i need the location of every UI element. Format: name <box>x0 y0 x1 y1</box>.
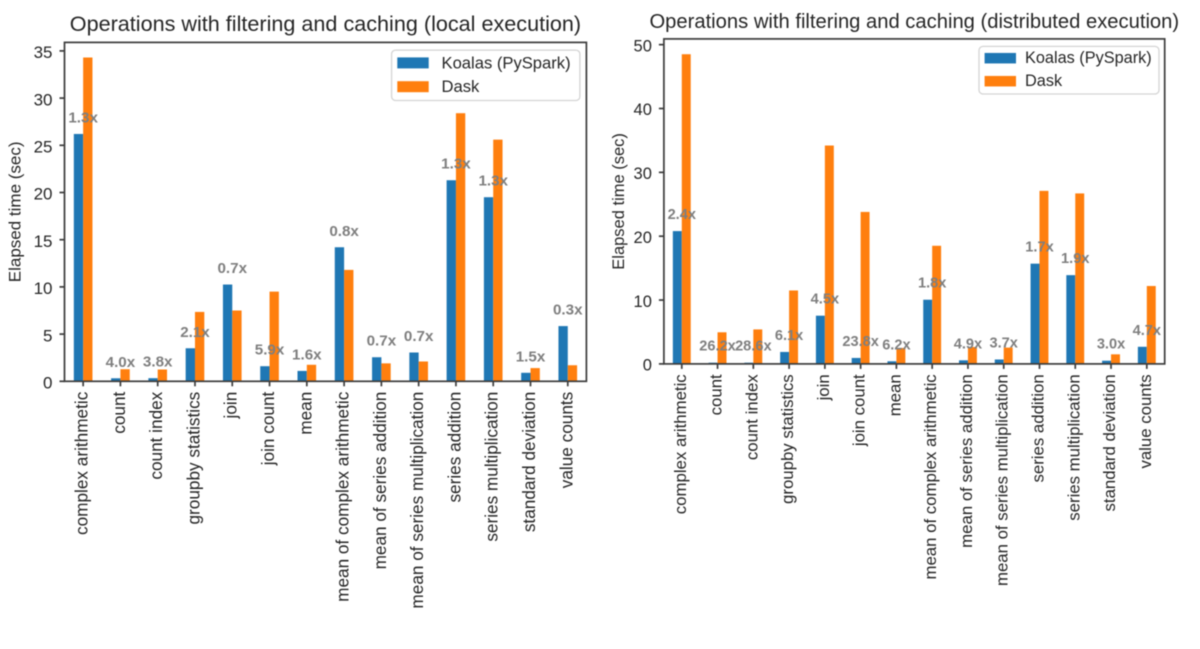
svg-text:3.8x: 3.8x <box>143 354 173 371</box>
svg-text:groupby statistics: groupby statistics <box>778 374 797 504</box>
svg-text:Operations with filtering and: Operations with filtering and caching (l… <box>70 11 581 36</box>
svg-text:1.5x: 1.5x <box>516 348 546 365</box>
svg-text:0.7x: 0.7x <box>404 328 434 345</box>
svg-text:mean: mean <box>885 374 904 416</box>
svg-text:30: 30 <box>34 90 53 109</box>
svg-text:25: 25 <box>34 138 53 157</box>
svg-text:2.4x: 2.4x <box>668 207 697 223</box>
svg-text:4.5x: 4.5x <box>811 292 840 308</box>
svg-text:35: 35 <box>34 43 53 62</box>
svg-text:complex arithmetic: complex arithmetic <box>671 374 690 514</box>
svg-text:26.2x: 26.2x <box>699 339 736 355</box>
svg-text:4.9x: 4.9x <box>954 336 983 352</box>
svg-text:6.1x: 6.1x <box>775 328 804 344</box>
svg-text:40: 40 <box>634 101 652 119</box>
svg-text:series multiplication: series multiplication <box>482 392 502 542</box>
svg-text:1.3x: 1.3x <box>68 109 98 126</box>
svg-text:5: 5 <box>43 326 52 345</box>
svg-text:6.2x: 6.2x <box>882 337 911 353</box>
svg-text:1.7x: 1.7x <box>1025 240 1054 256</box>
svg-text:4.7x: 4.7x <box>1133 323 1162 339</box>
svg-text:10: 10 <box>634 293 652 311</box>
svg-text:complex arithmetic: complex arithmetic <box>72 391 92 535</box>
svg-text:standard deviation: standard deviation <box>1100 374 1119 511</box>
svg-text:10: 10 <box>34 279 53 298</box>
svg-text:standard deviation: standard deviation <box>519 392 539 532</box>
svg-text:count: count <box>707 374 726 415</box>
svg-text:1.3x: 1.3x <box>441 156 471 173</box>
svg-text:value counts: value counts <box>556 392 576 489</box>
svg-text:count: count <box>109 391 129 433</box>
svg-text:mean: mean <box>295 392 315 435</box>
svg-text:count index: count index <box>742 374 761 460</box>
svg-text:15: 15 <box>34 232 53 251</box>
svg-text:Dask: Dask <box>442 77 481 96</box>
svg-text:23.8x: 23.8x <box>842 334 879 350</box>
svg-text:Koalas (PySpark): Koalas (PySpark) <box>1025 49 1152 67</box>
svg-text:1.8x: 1.8x <box>918 276 947 292</box>
svg-text:series addition: series addition <box>444 392 464 503</box>
svg-text:join: join <box>221 392 241 420</box>
svg-text:groupby statistics: groupby statistics <box>183 392 203 525</box>
svg-text:series multiplication: series multiplication <box>1064 374 1083 520</box>
svg-text:28.6x: 28.6x <box>735 339 772 355</box>
svg-text:Koalas (PySpark): Koalas (PySpark) <box>442 53 571 72</box>
svg-text:Dask: Dask <box>1025 72 1063 90</box>
svg-text:mean of series addition: mean of series addition <box>370 392 390 570</box>
svg-text:Elapsed time (sec): Elapsed time (sec) <box>610 133 628 270</box>
svg-text:1.9x: 1.9x <box>1061 251 1090 267</box>
svg-text:mean of series multiplication: mean of series multiplication <box>407 392 427 609</box>
svg-text:2.1x: 2.1x <box>180 324 210 341</box>
svg-text:4.0x: 4.0x <box>106 354 136 371</box>
svg-text:0: 0 <box>43 374 52 393</box>
svg-text:mean of series multiplication: mean of series multiplication <box>993 374 1012 586</box>
svg-text:mean of series addition: mean of series addition <box>957 374 976 548</box>
svg-text:count index: count index <box>146 391 166 479</box>
svg-text:20: 20 <box>34 185 53 204</box>
svg-text:20: 20 <box>634 229 652 247</box>
svg-text:0.3x: 0.3x <box>553 302 583 319</box>
svg-text:mean of complex arithmetic: mean of complex arithmetic <box>921 374 940 579</box>
svg-text:value counts: value counts <box>1136 374 1155 468</box>
svg-text:5.9x: 5.9x <box>255 342 285 359</box>
svg-text:3.7x: 3.7x <box>990 335 1019 351</box>
svg-text:mean of complex arithmetic: mean of complex arithmetic <box>333 391 353 602</box>
svg-text:50: 50 <box>634 37 652 55</box>
svg-text:0: 0 <box>643 357 652 375</box>
svg-text:series addition: series addition <box>1028 374 1047 482</box>
svg-text:30: 30 <box>634 165 652 183</box>
svg-text:0.8x: 0.8x <box>329 223 359 240</box>
svg-text:1.3x: 1.3x <box>478 173 508 190</box>
svg-text:join count: join count <box>258 391 278 466</box>
svg-text:Elapsed time (sec): Elapsed time (sec) <box>6 141 25 282</box>
svg-text:join: join <box>814 374 833 401</box>
svg-text:join count: join count <box>850 374 869 447</box>
svg-text:3.0x: 3.0x <box>1097 337 1126 353</box>
svg-text:0.7x: 0.7x <box>367 333 397 350</box>
svg-text:1.6x: 1.6x <box>292 346 322 363</box>
svg-text:Operations with filtering and: Operations with filtering and caching (d… <box>649 11 1179 33</box>
svg-text:0.7x: 0.7x <box>217 260 247 277</box>
